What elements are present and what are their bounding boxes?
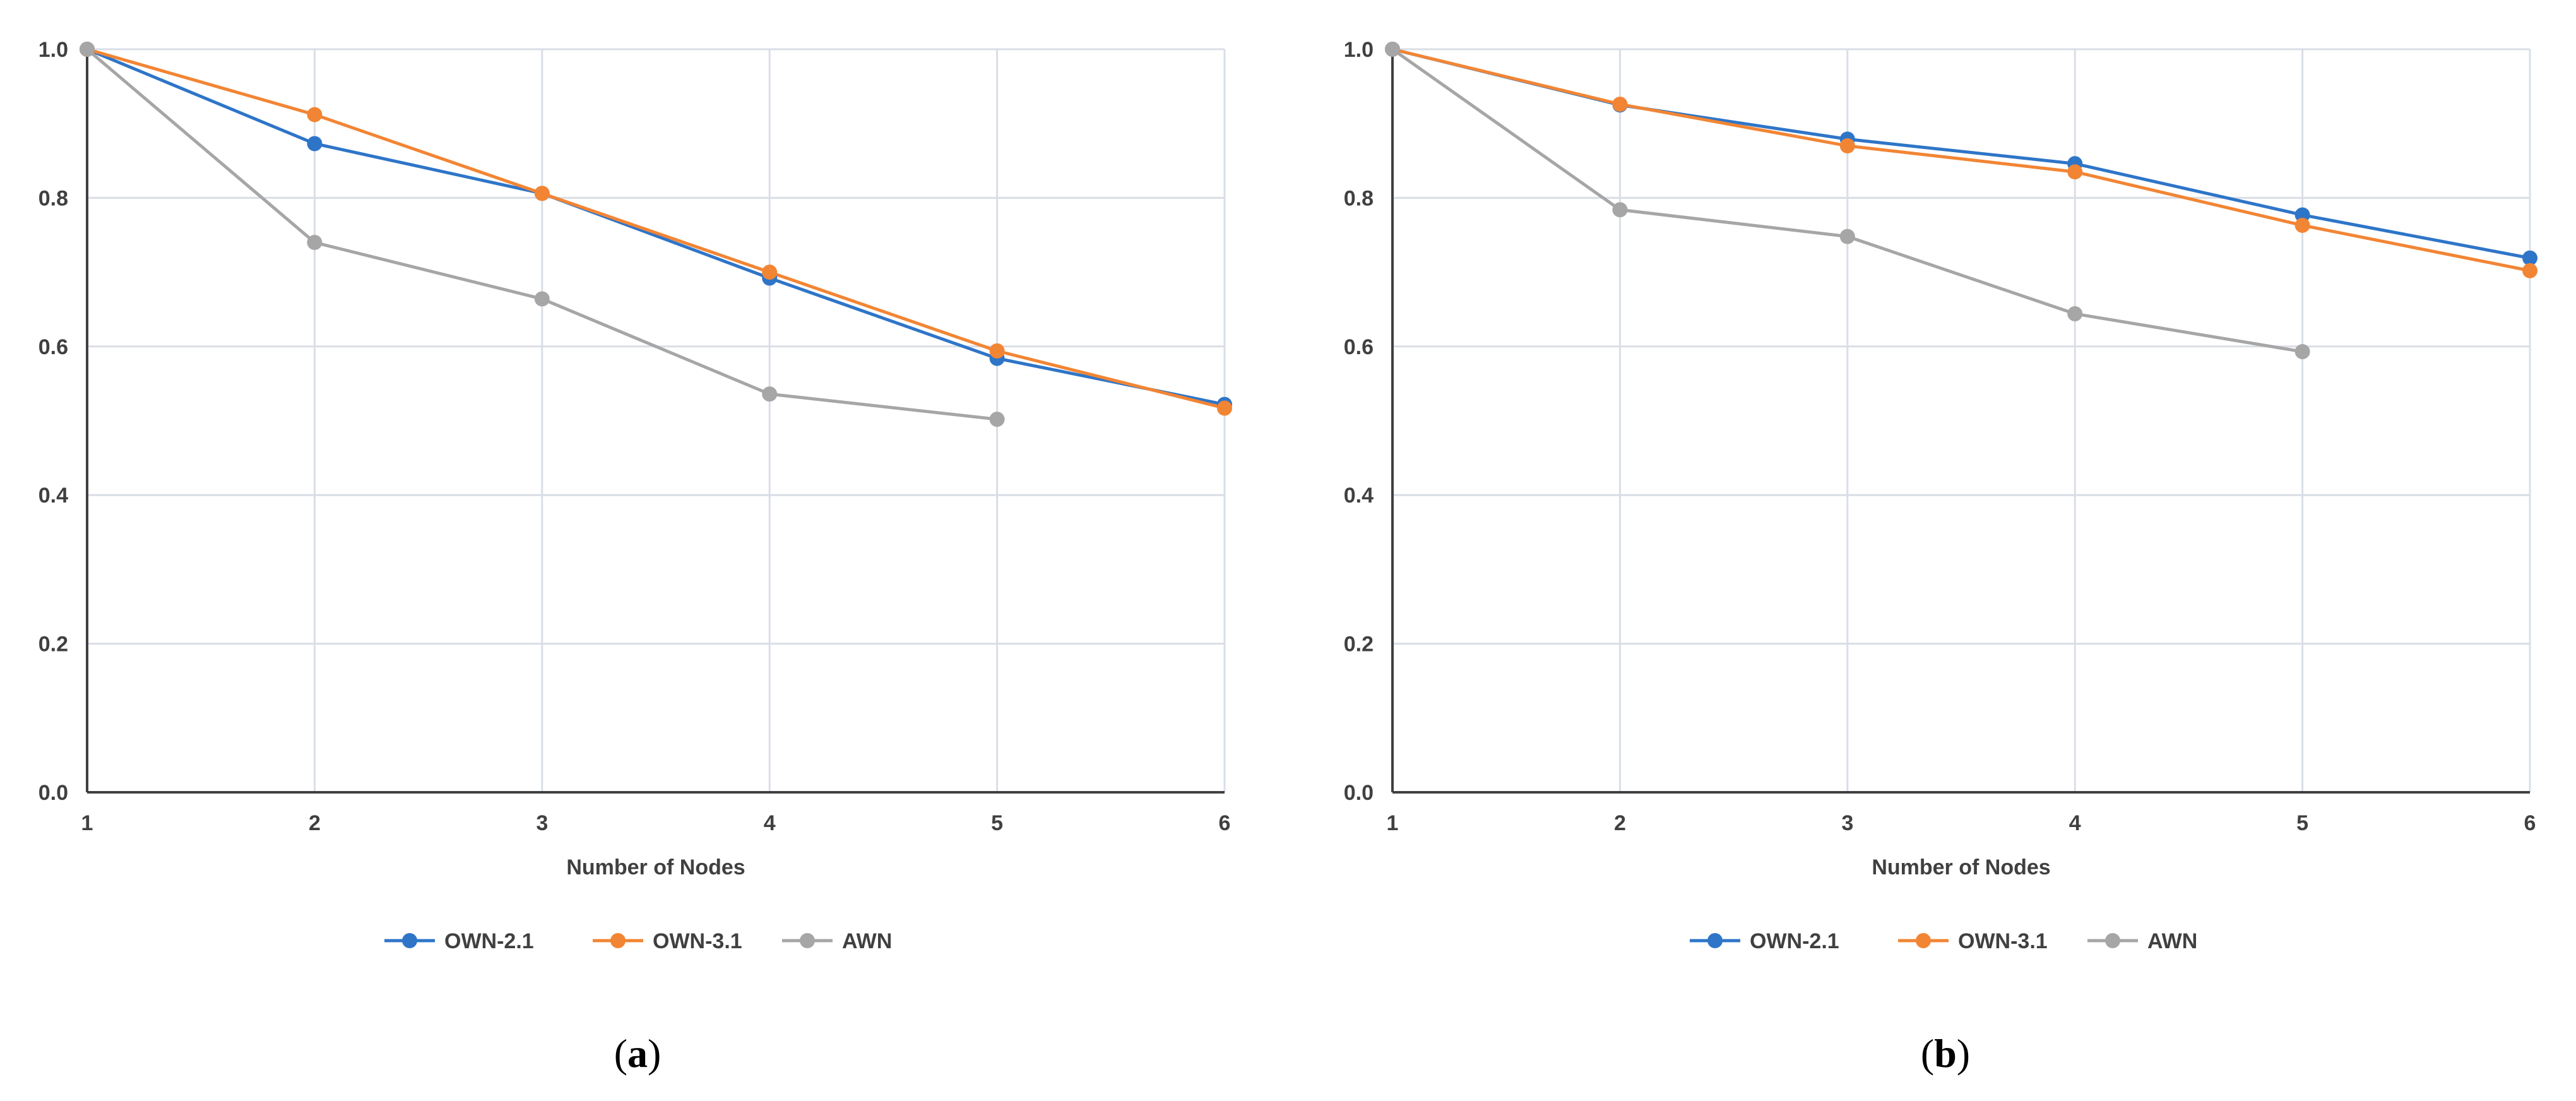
- data-point: [1385, 42, 1400, 57]
- x-tick-label: 4: [764, 811, 776, 835]
- data-point: [1612, 202, 1628, 218]
- data-point: [989, 412, 1005, 427]
- series-line-own-2-1: [86, 47, 1225, 407]
- x-axis-title: Number of Nodes: [1872, 855, 2050, 879]
- series-line-own-3-1: [86, 47, 1225, 410]
- y-tick-label: 0.4: [1344, 484, 1374, 508]
- data-point: [2294, 344, 2310, 360]
- legend-swatch-marker-awn: [800, 933, 815, 948]
- data-point: [80, 42, 95, 57]
- legend-swatch-marker-own-3-1: [1916, 933, 1931, 948]
- y-tick-label: 0.8: [39, 186, 68, 210]
- data-point: [1839, 138, 1855, 154]
- x-axis-title: Number of Nodes: [566, 855, 745, 879]
- y-tick-label: 1.0: [39, 38, 68, 62]
- legend-label-own-2-1: OWN-2.1: [1750, 929, 1839, 953]
- legend-label-awn: AWN: [842, 929, 892, 953]
- y-tick-label: 0.6: [1344, 335, 1374, 359]
- panel-caption-b: (b): [1921, 1031, 1970, 1076]
- legend-label-own-3-1: OWN-3.1: [1958, 929, 2048, 953]
- x-tick-label: 1: [1387, 811, 1399, 835]
- data-point: [307, 235, 323, 251]
- x-tick-label: 4: [2069, 811, 2081, 835]
- data-point: [989, 343, 1005, 359]
- series-line-own-3-1: [1392, 47, 2531, 273]
- panel-caption-a: (a): [614, 1031, 662, 1076]
- y-tick-label: 0.0: [39, 781, 68, 805]
- legend-label-awn: AWN: [2147, 929, 2197, 953]
- data-point: [307, 136, 323, 152]
- data-point: [534, 186, 550, 201]
- chart-panel-b: 0.0 0.2 0.4 0.6 0.8 1.0 1 2 3 4 5 6 Number of Nodes O…: [1344, 38, 2537, 953]
- x-tick-label: 5: [991, 811, 1003, 835]
- legend-swatch-marker-own-3-1: [610, 933, 626, 948]
- y-tick-label: 0.6: [39, 335, 68, 359]
- x-tick-label: 6: [2524, 811, 2536, 835]
- y-tick-label: 0.8: [1344, 186, 1374, 210]
- data-point: [2067, 306, 2083, 322]
- y-tick-label: 0.2: [39, 633, 68, 657]
- data-point: [307, 107, 323, 122]
- x-tick-label: 3: [536, 811, 548, 835]
- data-point: [534, 291, 550, 307]
- data-point: [2294, 207, 2310, 223]
- y-tick-label: 1.0: [1344, 38, 1374, 62]
- y-tick-label: 0.0: [1344, 781, 1374, 805]
- data-point: [1839, 229, 1855, 244]
- x-tick-label: 5: [2296, 811, 2308, 835]
- data-point: [762, 265, 778, 280]
- y-tick-label: 0.2: [1344, 633, 1374, 657]
- legend-swatch-marker-awn: [2105, 933, 2120, 948]
- data-point: [2522, 263, 2537, 278]
- data-point: [2294, 217, 2310, 233]
- x-tick-label: 1: [81, 811, 93, 835]
- legend-label-own-2-1: OWN-2.1: [444, 929, 534, 953]
- data-point: [2522, 250, 2537, 266]
- data-point: [1217, 400, 1232, 416]
- data-point: [2067, 164, 2083, 180]
- chart-panel-a: 0.0 0.2 0.4 0.6 0.8 1.0 1 2 3 4 5 6 Number of Nodes O…: [39, 38, 1232, 953]
- legend-swatch-marker-own-2-1: [402, 933, 417, 948]
- y-tick-label: 0.4: [39, 484, 68, 508]
- x-tick-label: 2: [1614, 811, 1626, 835]
- data-point: [762, 386, 778, 402]
- legend-swatch-marker-own-2-1: [1707, 933, 1723, 948]
- x-tick-label: 6: [1219, 811, 1231, 835]
- legend-label-own-3-1: OWN-3.1: [653, 929, 742, 953]
- data-point: [1612, 97, 1628, 112]
- x-tick-label: 3: [1841, 811, 1853, 835]
- x-tick-label: 2: [309, 811, 321, 835]
